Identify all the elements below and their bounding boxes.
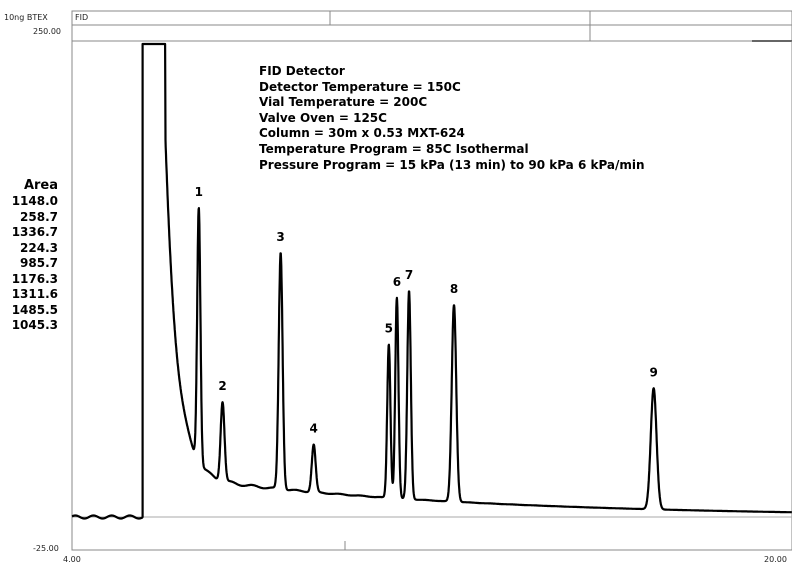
area-column-header: Area xyxy=(23,178,58,193)
area-values-list: 1148.0 258.7 1336.7 224.3 985.7 1176.3 1… xyxy=(0,194,58,334)
y-max-label: 250.00 xyxy=(33,27,61,36)
peak-label: 8 xyxy=(450,282,458,296)
x-tick-min: 4.00 xyxy=(63,555,81,564)
detector-label: FID xyxy=(75,13,89,22)
condition-line: Valve Oven = 125C xyxy=(259,110,387,125)
area-value: 1311.6 xyxy=(11,287,58,301)
peak-label: 9 xyxy=(650,365,658,379)
condition-line: Pressure Program = 15 kPa (13 min) to 90… xyxy=(259,157,645,172)
peak-label: 6 xyxy=(393,275,401,289)
peak-label: 4 xyxy=(310,422,318,436)
method-conditions: FID Detector Detector Temperature = 150C… xyxy=(259,64,645,173)
condition-line: Temperature Program = 85C Isothermal xyxy=(259,141,529,156)
peak-label: 2 xyxy=(218,379,226,393)
area-value: 1148.0 xyxy=(11,194,58,208)
area-value: 1485.5 xyxy=(11,302,58,317)
condition-line: Detector Temperature = 150C xyxy=(259,79,461,94)
plot-frame xyxy=(71,40,792,551)
area-value: 224.3 xyxy=(20,240,58,255)
peak-label: 7 xyxy=(405,268,413,282)
peak-label: 3 xyxy=(276,230,284,244)
area-value: 1045.3 xyxy=(11,318,58,332)
peak-label: 1 xyxy=(195,185,203,199)
condition-line: FID Detector xyxy=(259,64,345,78)
area-value: 258.7 xyxy=(20,209,58,224)
peak-labels: 1 2 3 4 5 6 7 8 9 xyxy=(195,185,658,436)
method-label: 10ng BTEX xyxy=(4,13,48,22)
header-row-2 xyxy=(71,24,792,42)
y-tick-min: -25.00 xyxy=(33,544,59,553)
condition-line: Vial Temperature = 200C xyxy=(259,95,428,110)
header-row-1 xyxy=(71,10,792,26)
condition-line: Column = 30m x 0.53 MXT-624 xyxy=(259,126,465,141)
chromatogram-trace xyxy=(71,42,792,520)
area-value: 985.7 xyxy=(20,256,58,270)
header-bar xyxy=(71,10,792,42)
area-value: 1336.7 xyxy=(11,225,58,239)
x-tick-max: 20.00 xyxy=(764,555,787,564)
peak-label: 5 xyxy=(385,322,393,336)
area-value: 1176.3 xyxy=(11,271,58,286)
